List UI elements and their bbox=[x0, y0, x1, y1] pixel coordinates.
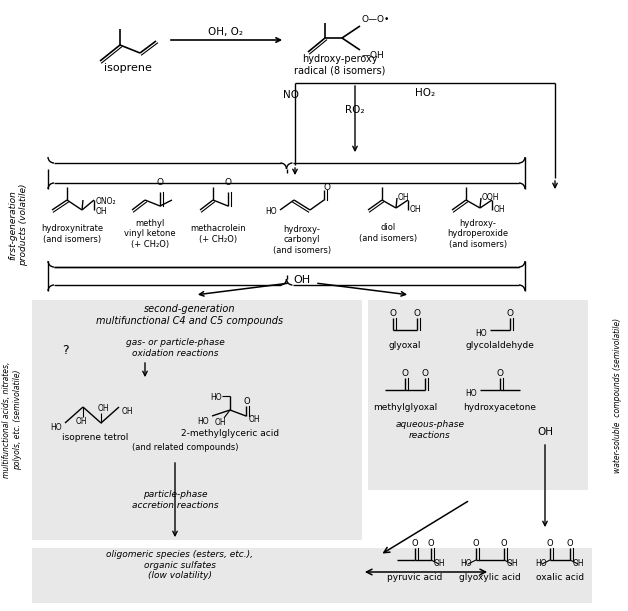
Text: O: O bbox=[507, 309, 514, 318]
Text: RO₂: RO₂ bbox=[345, 105, 365, 115]
Text: O: O bbox=[566, 539, 573, 548]
Text: (and related compounds): (and related compounds) bbox=[132, 442, 238, 452]
Text: OH: OH bbox=[410, 205, 421, 214]
Text: O: O bbox=[401, 369, 408, 378]
Text: O: O bbox=[323, 183, 330, 192]
Text: gas- or particle-phase
oxidation reactions: gas- or particle-phase oxidation reactio… bbox=[126, 338, 224, 357]
Text: second-generation
multifunctional C4 and C5 compounds: second-generation multifunctional C4 and… bbox=[97, 304, 284, 326]
Text: HO: HO bbox=[536, 560, 547, 568]
Text: methyl
vinyl ketone
(+ CH₂O): methyl vinyl ketone (+ CH₂O) bbox=[124, 219, 176, 249]
Text: hydroxy-peroxy
radical (8 isomers): hydroxy-peroxy radical (8 isomers) bbox=[295, 54, 386, 76]
Text: O: O bbox=[497, 369, 504, 378]
Text: ONO₂: ONO₂ bbox=[96, 197, 117, 207]
Text: O: O bbox=[473, 539, 479, 548]
Text: pyruvic acid: pyruvic acid bbox=[387, 573, 443, 582]
Text: multifunctional acids, nitrates,
polyols, etc. (semivolatile): multifunctional acids, nitrates, polyols… bbox=[3, 362, 22, 478]
Text: OH: OH bbox=[507, 560, 519, 568]
Text: 2-methylglyceric acid: 2-methylglyceric acid bbox=[181, 428, 279, 437]
Text: HO: HO bbox=[266, 208, 277, 216]
Text: O—O•: O—O• bbox=[362, 15, 391, 24]
Text: first-generation
products (volatile): first-generation products (volatile) bbox=[8, 184, 28, 266]
Text: oligomeric species (esters, etc.),
organic sulfates
(low volatility): oligomeric species (esters, etc.), organ… bbox=[107, 550, 254, 580]
Text: O: O bbox=[412, 539, 418, 548]
Text: O: O bbox=[389, 309, 396, 318]
Text: OH: OH bbox=[96, 208, 107, 216]
Text: isoprene tetrol: isoprene tetrol bbox=[62, 433, 128, 442]
Text: OH: OH bbox=[494, 205, 506, 214]
Text: OH: OH bbox=[214, 418, 226, 427]
FancyBboxPatch shape bbox=[32, 300, 362, 540]
Text: O: O bbox=[501, 539, 507, 548]
Text: OH: OH bbox=[97, 404, 109, 413]
Text: HO: HO bbox=[197, 417, 209, 425]
Text: O: O bbox=[156, 178, 163, 187]
Text: hydroxyacetone: hydroxyacetone bbox=[463, 403, 536, 412]
Text: O: O bbox=[413, 309, 421, 318]
Text: isoprene: isoprene bbox=[104, 63, 152, 73]
Text: OH: OH bbox=[249, 415, 261, 425]
Text: diol
(and isomers): diol (and isomers) bbox=[359, 223, 417, 243]
Text: O: O bbox=[224, 178, 232, 187]
Text: OH: OH bbox=[293, 275, 311, 285]
Text: O: O bbox=[421, 369, 428, 378]
Text: OH: OH bbox=[75, 417, 87, 426]
Text: glycolaldehyde: glycolaldehyde bbox=[465, 340, 534, 349]
Text: OH: OH bbox=[434, 560, 446, 568]
Text: OH: OH bbox=[398, 194, 409, 202]
Text: glyoxylic acid: glyoxylic acid bbox=[459, 573, 521, 582]
Text: —OH: —OH bbox=[362, 51, 385, 60]
Text: HO₂: HO₂ bbox=[415, 88, 435, 98]
Text: NO: NO bbox=[283, 90, 299, 100]
Text: O: O bbox=[428, 539, 435, 548]
FancyBboxPatch shape bbox=[368, 300, 588, 490]
Text: OH, O₂: OH, O₂ bbox=[208, 27, 244, 37]
Text: O: O bbox=[547, 539, 553, 548]
Text: HO: HO bbox=[210, 393, 222, 403]
Text: water-soluble  compounds (semivolatile): water-soluble compounds (semivolatile) bbox=[614, 318, 622, 472]
Text: HO: HO bbox=[460, 560, 472, 568]
Text: HO: HO bbox=[465, 389, 477, 398]
Text: methylglyoxal: methylglyoxal bbox=[373, 403, 437, 412]
Text: methacrolein
(+ CH₂O): methacrolein (+ CH₂O) bbox=[190, 224, 246, 244]
Text: glyoxal: glyoxal bbox=[389, 340, 421, 349]
Text: HO: HO bbox=[475, 329, 487, 337]
Text: OH: OH bbox=[122, 406, 134, 415]
Text: OOH: OOH bbox=[482, 192, 499, 202]
Text: particle-phase
accretion reactions: particle-phase accretion reactions bbox=[132, 490, 219, 510]
Text: ?: ? bbox=[62, 343, 68, 356]
Text: OH: OH bbox=[537, 427, 553, 437]
Text: hydroxynitrate
(and isomers): hydroxynitrate (and isomers) bbox=[41, 224, 103, 244]
FancyBboxPatch shape bbox=[32, 548, 592, 603]
Text: O: O bbox=[244, 397, 251, 406]
Text: OH: OH bbox=[573, 560, 585, 568]
Text: hydroxy-
hydroperoxide
(and isomers): hydroxy- hydroperoxide (and isomers) bbox=[447, 219, 509, 249]
Text: HO: HO bbox=[50, 422, 62, 431]
Text: aqueous-phase
reactions: aqueous-phase reactions bbox=[396, 420, 465, 440]
Text: oxalic acid: oxalic acid bbox=[536, 573, 584, 582]
Text: hydroxy-
carbonyl
(and isomers): hydroxy- carbonyl (and isomers) bbox=[273, 225, 331, 255]
